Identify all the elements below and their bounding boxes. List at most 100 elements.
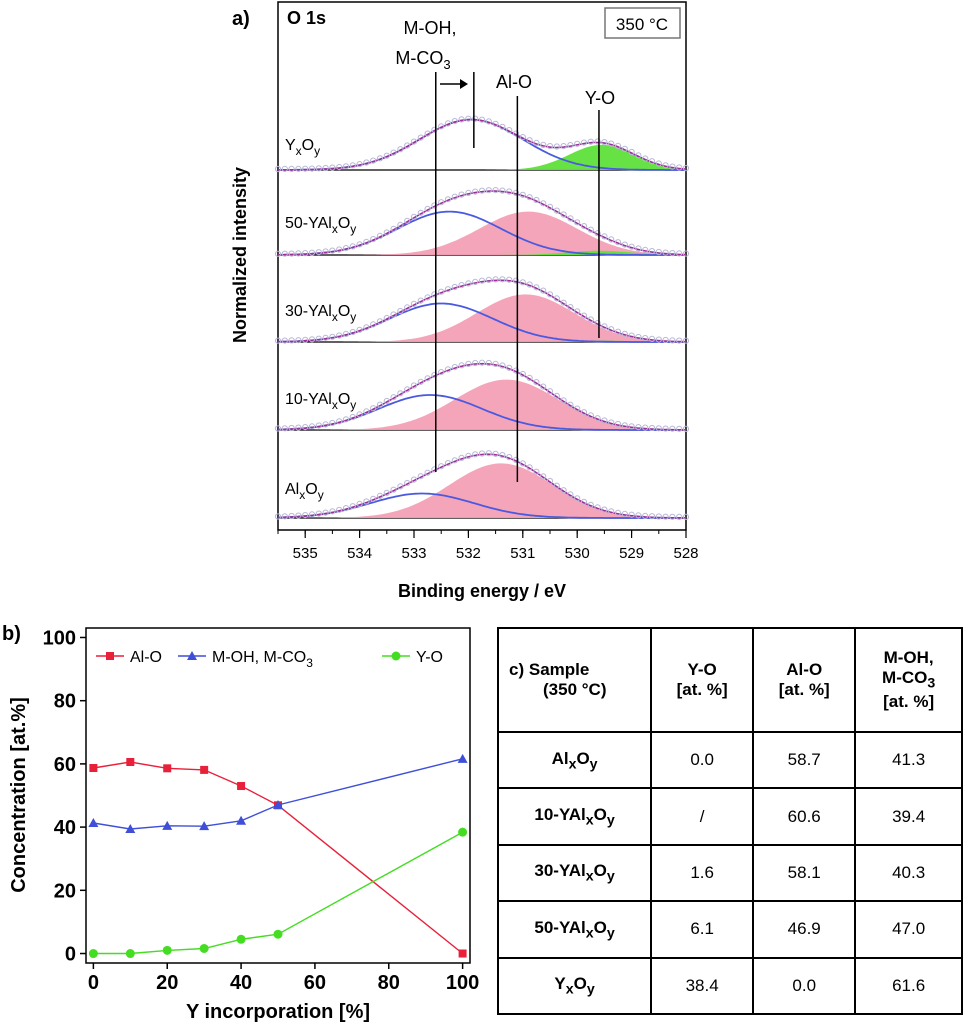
x-tick-label: 100 xyxy=(446,972,479,994)
data-point xyxy=(492,450,499,457)
data-point xyxy=(655,160,662,167)
data-point xyxy=(567,304,574,311)
marker-al-o xyxy=(200,765,209,774)
data-point xyxy=(648,158,656,165)
xps-plot-frame xyxy=(277,1,687,531)
data-point xyxy=(642,155,649,162)
data-point xyxy=(614,239,622,246)
data-point xyxy=(682,165,690,172)
data-point xyxy=(662,336,669,344)
data-point xyxy=(540,473,547,480)
data-point xyxy=(465,115,472,122)
fit-envelope xyxy=(278,362,686,431)
data-point xyxy=(444,196,452,203)
data-point xyxy=(519,460,526,467)
sample-label: 10-YAlxOy xyxy=(285,391,356,412)
data-point xyxy=(431,372,438,379)
data-point xyxy=(431,202,438,209)
data-point xyxy=(308,249,316,256)
data-point xyxy=(553,392,560,399)
x-tick-label: 529 xyxy=(619,545,644,562)
table-row: YxOy 38.4 0.0 61.6 xyxy=(496,956,963,1016)
data-point xyxy=(492,276,499,283)
data-point xyxy=(553,482,560,489)
data-point xyxy=(682,425,690,432)
data-point xyxy=(424,469,431,476)
spectrum-AlxOy xyxy=(274,450,690,521)
spectrum-50-YAlxOy xyxy=(274,187,690,257)
data-point xyxy=(390,311,397,318)
data-point xyxy=(295,250,302,257)
data-point xyxy=(336,418,343,425)
data-point xyxy=(614,328,622,335)
data-point xyxy=(370,321,377,328)
data-point xyxy=(662,162,669,169)
data-point xyxy=(397,221,404,228)
data-point xyxy=(567,215,574,222)
conc-legend: Al-O M-OH, M-CO3 Y-O xyxy=(96,649,443,670)
data-point xyxy=(472,115,479,122)
xps-title: O 1s xyxy=(287,8,326,28)
marker-y-o xyxy=(273,929,283,939)
data-point xyxy=(451,118,458,125)
data-point xyxy=(560,299,567,306)
data-point xyxy=(682,337,690,344)
data-point xyxy=(567,401,574,408)
row-sample: AlxOy xyxy=(496,730,653,790)
al-o-component xyxy=(278,379,686,430)
data-point xyxy=(506,364,513,371)
data-point xyxy=(512,277,520,284)
data-point xyxy=(512,456,520,463)
marker-moh xyxy=(457,753,468,763)
data-point xyxy=(444,460,452,467)
data-point xyxy=(404,142,411,149)
data-point xyxy=(342,163,350,170)
fit-envelope xyxy=(277,118,687,171)
x-tick-label: 40 xyxy=(230,972,252,994)
data-point xyxy=(533,139,540,146)
data-point xyxy=(356,326,363,333)
data-point xyxy=(349,243,356,250)
data-point xyxy=(594,230,601,237)
data-point xyxy=(655,425,662,432)
marker-y-o xyxy=(199,943,209,953)
data-point xyxy=(444,286,452,293)
data-point xyxy=(621,510,628,518)
data-point xyxy=(485,450,492,457)
data-point xyxy=(676,250,683,257)
data-point xyxy=(621,145,628,152)
data-point xyxy=(546,143,554,150)
data-point xyxy=(444,366,452,373)
data-point xyxy=(669,337,676,344)
data-point xyxy=(478,116,486,123)
y-tick-label: 40 xyxy=(54,817,76,839)
data-point xyxy=(567,142,574,149)
data-point xyxy=(526,374,533,381)
data-point xyxy=(574,140,581,147)
cell-al-o: 58.1 xyxy=(752,843,857,903)
temperature-label: 350 °C xyxy=(616,15,668,34)
y-tick-label: 20 xyxy=(54,880,76,902)
data-point xyxy=(438,288,445,295)
composition-table: c) Sample (350 °C) Y-O [at. %] Al-O [at.… xyxy=(496,627,963,1016)
conc-xlabel: Y incorporation [%] xyxy=(186,1001,370,1023)
data-point xyxy=(322,164,329,172)
data-point xyxy=(519,279,526,286)
concentration-chart: b) 0 20 40 60 80 100 0 20 40 60 80 100 Al-O M-OH, … xyxy=(2,623,479,1023)
data-point xyxy=(370,236,377,243)
data-point xyxy=(499,452,506,459)
data-point xyxy=(410,382,418,389)
header-sample: c) Sample (350 °C) xyxy=(496,627,653,733)
marker-moh xyxy=(125,824,136,833)
data-point xyxy=(274,337,282,344)
data-point xyxy=(342,245,350,252)
data-point xyxy=(608,326,615,333)
legend-al-o-label: Al-O xyxy=(130,649,162,666)
data-point xyxy=(451,364,458,371)
data-point xyxy=(512,130,520,137)
data-point xyxy=(648,513,656,520)
data-point xyxy=(315,422,322,429)
data-point xyxy=(438,369,445,376)
marker-al-o xyxy=(458,949,467,958)
data-point xyxy=(499,362,506,369)
